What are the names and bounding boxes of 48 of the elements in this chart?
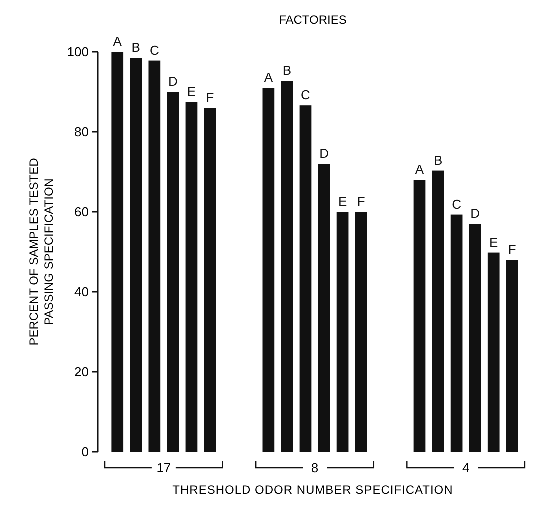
bar: [112, 52, 124, 452]
bar: [167, 92, 180, 452]
text: D: [470, 206, 480, 221]
text: B: [434, 152, 443, 168]
series-label: C: [150, 42, 160, 58]
series-label: F: [206, 90, 214, 105]
bar: [204, 108, 216, 452]
text: E: [490, 234, 498, 250]
bar: [355, 212, 368, 452]
y-tick-label: 100: [67, 44, 89, 60]
text: C: [301, 88, 310, 103]
x-tick-label: 17: [156, 460, 172, 476]
text: F: [357, 194, 366, 209]
bar: [281, 81, 294, 452]
bar: [469, 224, 482, 452]
series-label: A: [113, 34, 122, 49]
bar: [488, 252, 500, 452]
bar: [148, 60, 161, 452]
bar: [130, 58, 142, 452]
bar: [186, 102, 198, 452]
series-label: D: [168, 74, 178, 89]
text: D: [320, 146, 329, 161]
series-label: B: [132, 40, 140, 55]
text: A: [264, 70, 274, 85]
text: C: [452, 196, 462, 212]
bar: [318, 164, 330, 452]
series-label: E: [187, 84, 196, 99]
x-tick-label: 8: [311, 460, 319, 476]
y-tick-label: 40: [74, 284, 89, 300]
y-tick-label: 20: [74, 364, 89, 380]
text: B: [282, 63, 292, 78]
bar: [300, 106, 312, 452]
bar: [262, 88, 275, 452]
x-axis-title: THRESHOLD ODOR NUMBER SPECIFICATION: [172, 483, 454, 497]
bar: [414, 180, 426, 452]
y-tick-label: 60: [74, 204, 89, 220]
bar: [432, 170, 444, 452]
bar: [336, 212, 349, 452]
y-axis-title: PERCENT OF SAMPLES TESTED PASSING SPECIFICATION: [27, 158, 56, 346]
text: E: [338, 194, 348, 209]
text: A: [415, 162, 424, 177]
bar: [450, 214, 463, 452]
y-tick-label: 0: [82, 444, 89, 460]
legend-title: FACTORIES: [279, 13, 347, 27]
bar: [506, 260, 518, 452]
x-tick-label: 4: [462, 460, 470, 476]
text: F: [508, 242, 516, 257]
y-tick-label: 80: [74, 124, 89, 140]
